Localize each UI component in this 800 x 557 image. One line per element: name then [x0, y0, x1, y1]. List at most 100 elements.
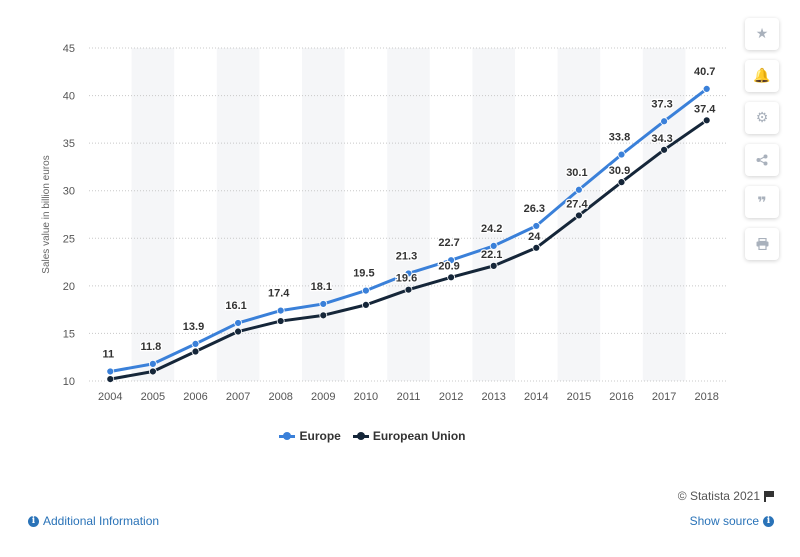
flag-icon[interactable]	[764, 491, 774, 502]
legend-label-eu: European Union	[372, 429, 466, 443]
column-band	[642, 48, 686, 381]
x-tick-label: 2017	[652, 391, 676, 403]
column-band	[131, 48, 175, 381]
info-icon: i	[28, 515, 39, 527]
column-band	[302, 48, 345, 381]
y-tick-label: 35	[63, 138, 75, 150]
y-tick-label: 10	[63, 376, 75, 388]
x-tick-label: 2013	[481, 391, 505, 403]
toolbar-sidebar: ★ 🔔 ⚙ ❞	[745, 18, 781, 270]
legend-swatch-europe	[279, 432, 296, 440]
y-tick-label: 15	[63, 328, 75, 340]
x-tick-label: 2014	[524, 391, 548, 403]
data-label: 33.8	[609, 132, 630, 144]
data-labels: 11 11.8 13.9 16.1 17.4 18.1 19.5 21.3 22.7 24.2 26…	[101, 65, 717, 362]
data-label: 19.5	[353, 268, 374, 280]
data-point	[234, 319, 243, 327]
data-point	[319, 300, 328, 308]
data-label: 17.4	[268, 288, 290, 300]
data-label: 13.9	[183, 321, 204, 333]
data-point	[404, 285, 413, 294]
data-point	[234, 327, 243, 336]
show-source-link[interactable]: Show source i	[690, 514, 774, 528]
data-label: 20.9	[438, 260, 459, 272]
y-tick-label: 25	[63, 233, 75, 245]
chart-legend: Europe European Union	[0, 429, 745, 443]
y-axis-ticks: 10 15 20 25 30 35 40 45	[63, 43, 75, 388]
data-label: 22.1	[481, 249, 502, 261]
data-label: 26.3	[524, 203, 545, 215]
star-icon[interactable]: ★	[745, 18, 779, 50]
y-axis-label: Sales value in billion euros	[41, 155, 52, 273]
data-point	[575, 185, 583, 194]
data-point	[617, 150, 626, 159]
data-point	[489, 261, 498, 270]
data-point	[361, 286, 370, 295]
data-label: 30.1	[566, 167, 587, 179]
data-label: 16.1	[225, 300, 246, 312]
data-point	[148, 359, 157, 368]
data-label: 40.7	[694, 66, 715, 78]
data-label: 27.4	[566, 198, 588, 210]
data-point	[191, 347, 200, 356]
x-axis-ticks: 2004 2005 2006 2007 2008 2009 2010 2011 2012 2013…	[98, 391, 719, 403]
data-point	[404, 269, 413, 278]
share-icon[interactable]	[745, 144, 779, 176]
quote-icon[interactable]: ❞	[745, 186, 779, 218]
print-icon[interactable]	[745, 228, 779, 260]
data-point	[702, 116, 711, 125]
statista-credit[interactable]: © Statista 2021	[678, 489, 774, 503]
x-tick-label: 2012	[439, 391, 463, 403]
data-point	[660, 117, 668, 126]
credit-text: © Statista 2021	[677, 489, 760, 503]
data-point	[617, 178, 626, 187]
data-point	[361, 300, 370, 309]
x-tick-label: 2009	[311, 391, 335, 403]
data-point	[660, 145, 668, 154]
x-tick-label: 2006	[183, 391, 207, 403]
x-tick-label: 2018	[694, 391, 718, 403]
legend-item-eu[interactable]: European Union	[352, 429, 466, 443]
info-icon: i	[763, 515, 774, 527]
series-points	[106, 85, 711, 383]
column-band	[387, 48, 430, 381]
data-label: 24	[528, 231, 541, 243]
x-tick-label: 2007	[226, 391, 250, 403]
data-point	[319, 311, 328, 320]
data-point	[106, 375, 115, 383]
data-label: 21.3	[396, 250, 417, 262]
data-point	[702, 85, 711, 93]
x-tick-label: 2015	[567, 391, 591, 403]
y-tick-label: 30	[63, 186, 75, 198]
x-tick-label: 2005	[141, 391, 165, 403]
x-tick-label: 2004	[98, 391, 122, 403]
data-point	[447, 273, 456, 282]
data-point	[532, 222, 541, 230]
legend-swatch-eu	[352, 432, 369, 440]
legend-item-europe[interactable]: Europe	[279, 429, 341, 443]
x-tick-label: 2010	[354, 391, 378, 403]
gear-icon[interactable]: ⚙	[745, 102, 779, 134]
bell-icon[interactable]: 🔔	[745, 60, 779, 92]
data-point	[489, 241, 498, 250]
data-label: 37.3	[651, 98, 672, 110]
data-point	[191, 339, 200, 348]
data-label: 34.3	[651, 133, 672, 145]
data-label: 24.2	[481, 223, 502, 235]
y-tick-label: 20	[63, 281, 75, 293]
y-tick-label: 45	[63, 43, 75, 55]
x-tick-label: 2008	[268, 391, 292, 403]
data-label: 37.4	[694, 103, 716, 115]
data-label: 30.9	[609, 165, 630, 177]
data-label: 11	[102, 348, 114, 360]
data-point	[532, 243, 541, 252]
additional-info-link[interactable]: i Additional Information	[28, 514, 159, 528]
column-band	[472, 48, 515, 381]
data-label: 18.1	[311, 281, 332, 293]
data-point	[148, 367, 157, 376]
x-tick-label: 2016	[609, 391, 633, 403]
data-point	[276, 306, 285, 315]
data-label: 11.8	[140, 341, 161, 353]
data-point	[276, 317, 285, 325]
